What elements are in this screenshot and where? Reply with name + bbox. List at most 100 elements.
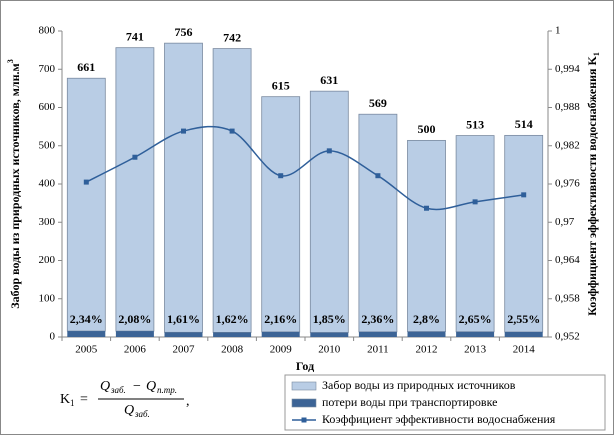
y2-tick-label: 1 <box>555 25 561 37</box>
formula-sub: заб. <box>110 385 126 395</box>
y2-axis-title-sub: 1 <box>592 52 601 56</box>
y-tick-label: 300 <box>39 216 56 228</box>
formula-k-sub: 1 <box>70 398 75 408</box>
value-label: 615 <box>272 78 290 92</box>
bar-segment <box>66 77 106 332</box>
bar-segment <box>164 42 203 333</box>
line-marker <box>181 128 186 134</box>
y2-tick-label: 0,994 <box>555 63 580 75</box>
formula-q: Q <box>146 379 156 394</box>
loss-share-label: 1,62% <box>216 312 249 326</box>
value-label: 514 <box>515 117 533 131</box>
formula-minus: − <box>133 379 141 394</box>
bar-segment <box>310 332 349 337</box>
x-tick-label: 2005 <box>75 344 98 356</box>
x-tick-label: 2008 <box>221 344 244 356</box>
y-tick-label: 500 <box>39 139 56 151</box>
line-marker <box>278 173 284 179</box>
line-marker <box>375 173 381 179</box>
legend-box <box>284 374 606 431</box>
formula-k: K <box>60 392 70 407</box>
y-tick-label: 400 <box>39 178 56 190</box>
y2-tick-label: 0,982 <box>555 139 580 151</box>
x-tick-label: 2010 <box>318 344 341 356</box>
x-axis-title: Год <box>296 359 314 373</box>
formula-eq: = <box>80 392 88 407</box>
x-tick-label: 2011 <box>367 344 389 356</box>
y-axis-title-sup: 3 <box>6 59 15 63</box>
y2-tick-label: 0,952 <box>555 331 580 343</box>
legend-label: потери воды при транспортировке <box>322 395 497 409</box>
bar-segment <box>504 331 543 337</box>
value-label: 742 <box>223 30 241 44</box>
bar-segment <box>309 90 349 333</box>
legend-swatch <box>291 381 317 391</box>
line-marker <box>326 148 332 154</box>
x-tick-label: 2012 <box>416 344 438 356</box>
bar-segment <box>212 48 252 333</box>
value-label: 741 <box>126 29 144 43</box>
y2-tick-label: 0,976 <box>555 178 580 190</box>
loss-share-label: 2,36% <box>361 312 394 326</box>
legend-swatch <box>291 398 317 408</box>
y-tick-label: 800 <box>39 25 56 37</box>
formula: K 1 = Q заб. − Q п.тр. Q заб. , <box>60 379 190 419</box>
bar-segment <box>456 331 495 337</box>
bar-segment <box>261 331 300 337</box>
bar-segment <box>455 135 495 333</box>
bar-segment <box>115 47 155 332</box>
line-marker <box>521 192 527 198</box>
line-marker <box>132 154 138 160</box>
bar-segment <box>504 134 544 333</box>
y-tick-label: 700 <box>39 63 56 75</box>
bar-segment <box>213 332 252 337</box>
y2-tick-label: 0,958 <box>555 292 580 304</box>
y-tick-label: 600 <box>39 101 56 113</box>
loss-share-label: 2,8% <box>413 312 440 326</box>
y2-axis-title-main: Коэффициент эффективности водоснабжения … <box>585 55 599 315</box>
bar-segment <box>358 331 397 337</box>
y-tick-label: 0 <box>50 331 56 343</box>
loss-share-label: 1,85% <box>313 312 346 326</box>
loss-share-label: 2,08% <box>118 312 151 326</box>
x-tick-label: 2006 <box>124 344 147 356</box>
bar-segment <box>164 332 203 337</box>
line-marker <box>472 199 478 205</box>
line-marker <box>83 179 89 185</box>
x-tick-label: 2013 <box>464 344 487 356</box>
y2-tick-label: 0,97 <box>555 216 575 228</box>
legend-label: Коэффициент эффективности водоснабжения <box>322 412 556 426</box>
legend-swatch <box>301 417 307 423</box>
x-tick-label: 2009 <box>270 344 293 356</box>
x-tick-label: 2007 <box>173 344 196 356</box>
value-label: 500 <box>418 122 436 136</box>
bar-segment <box>115 331 154 337</box>
loss-share-label: 1,61% <box>167 312 200 326</box>
formula-q: Q <box>100 379 110 394</box>
value-label: 756 <box>175 25 193 39</box>
formula-sub: п.тр. <box>157 385 177 395</box>
y2-tick-label: 0,964 <box>555 254 580 266</box>
bar-segment <box>261 96 301 333</box>
legend-label: Забор воды из природных источников <box>322 378 516 392</box>
line-marker <box>424 205 429 211</box>
x-tick-label: 2014 <box>513 344 536 356</box>
loss-share-label: 2,55% <box>507 312 540 326</box>
bar-segment <box>67 331 106 337</box>
y-axis-title: Забор воды из природных источников, млн.… <box>6 59 22 308</box>
formula-comma: , <box>186 394 190 409</box>
y2-tick-label: 0,988 <box>555 101 580 113</box>
y-tick-label: 100 <box>39 292 56 304</box>
y-tick-label: 200 <box>39 254 56 266</box>
bar-segment <box>358 113 398 333</box>
loss-share-label: 2,65% <box>459 312 492 326</box>
value-label: 631 <box>320 73 338 87</box>
formula-q: Q <box>124 403 134 418</box>
value-label: 661 <box>77 60 95 74</box>
line <box>85 125 524 211</box>
value-label: 513 <box>466 117 484 131</box>
formula-sub: заб. <box>134 409 150 419</box>
bar-segment <box>407 331 446 337</box>
y2-axis-title: Коэффициент эффективности водоснабжения … <box>585 52 601 316</box>
